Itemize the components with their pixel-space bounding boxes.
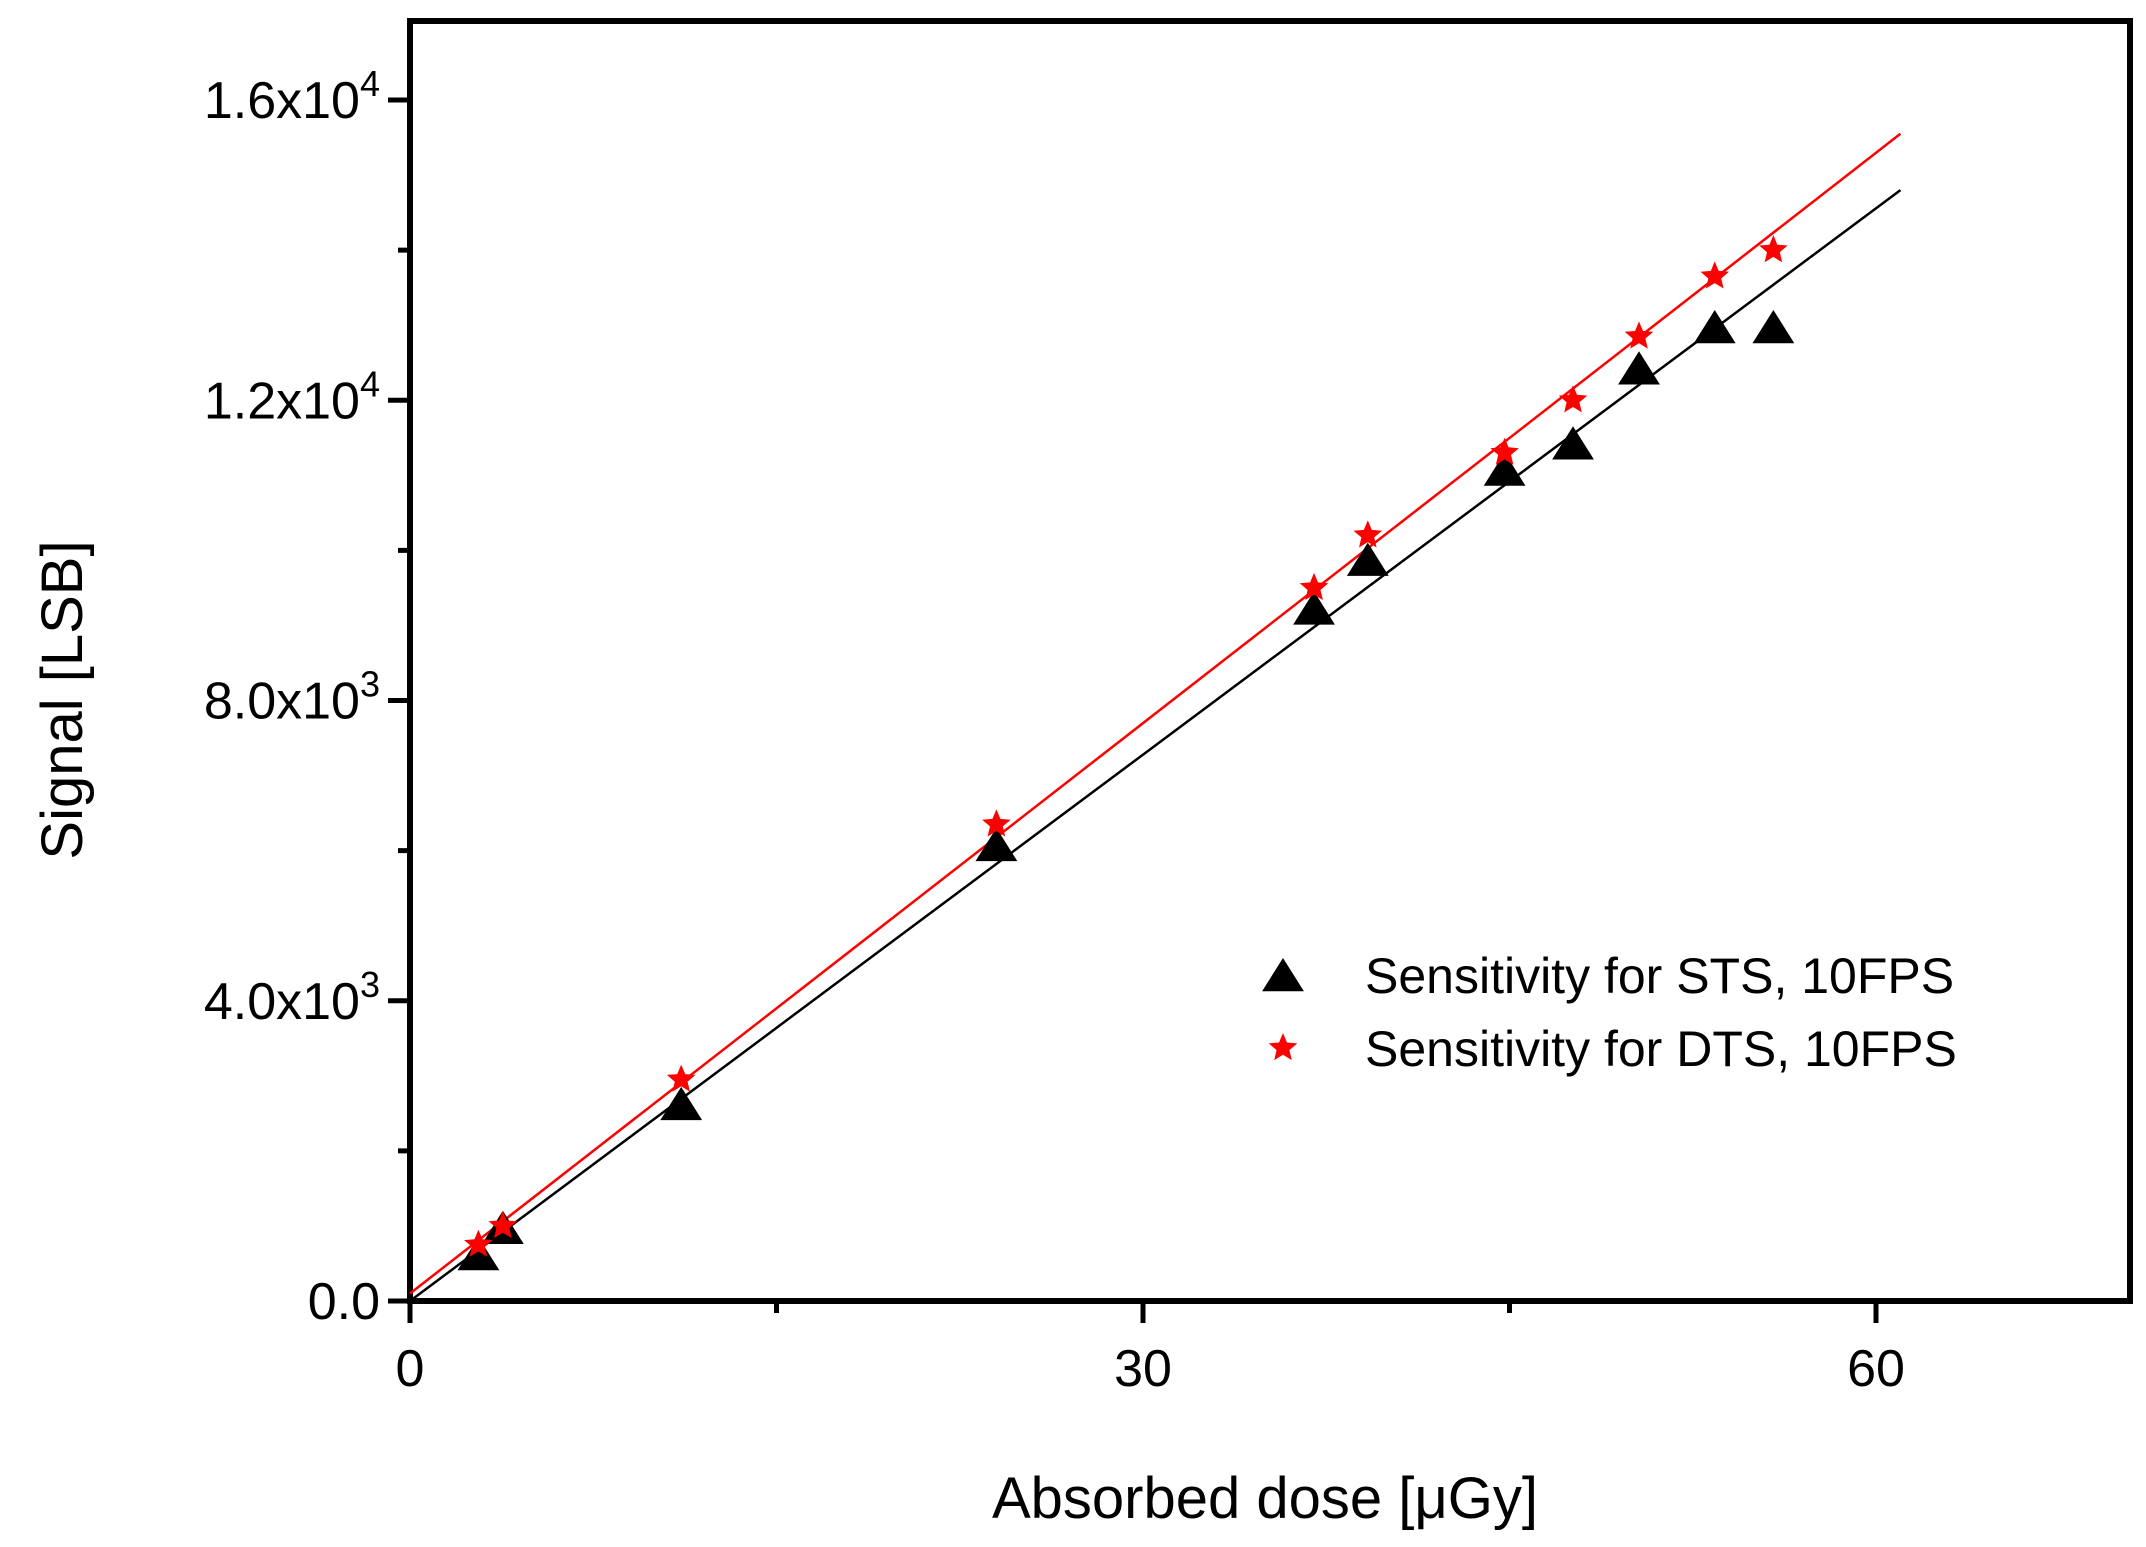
x-tick-label: 30	[1114, 1340, 1172, 1398]
sts-data-point	[1346, 542, 1389, 576]
sts-data-point	[975, 827, 1018, 862]
legend-sts-label: Sensitivity for STS, 10FPS	[1365, 948, 1954, 1004]
y-tick-label: 8.0x103	[204, 664, 380, 731]
dts-fit-line	[409, 132, 1902, 1295]
axis-ticks: 0 30 60 0.0 4.0x103 8.0x103 1.2x104 1.6x104	[204, 63, 1905, 1398]
dts-data-point	[488, 1210, 518, 1239]
x-axis-title: Absorbed dose [μGy]	[992, 1466, 1538, 1531]
fit-lines	[409, 132, 1902, 1303]
legend-sts-marker	[1262, 958, 1304, 992]
sts-data-point	[1293, 591, 1335, 625]
sts-data-point	[457, 1236, 500, 1271]
y-tick-label: 4.0x103	[204, 964, 380, 1031]
dts-data-point	[464, 1229, 493, 1257]
legend: Sensitivity for STS, 10FPS Sensitivity fo…	[1262, 948, 1957, 1077]
dts-data-point	[1299, 572, 1329, 600]
dts-data-point	[1759, 235, 1788, 263]
sts-data-point	[1752, 309, 1795, 344]
legend-dts-marker	[1268, 1033, 1298, 1061]
y-axis-title: Signal [LSB]	[30, 540, 95, 859]
dts-data-point	[1490, 437, 1519, 465]
dts-data-point	[982, 809, 1011, 837]
dts-data-point	[1700, 261, 1729, 289]
sts-data-point	[660, 1086, 703, 1121]
sts-fit-line	[409, 189, 1902, 1303]
sts-data-point	[1483, 452, 1526, 486]
dts-data-point	[1624, 321, 1654, 349]
data-markers	[457, 235, 1795, 1271]
sts-data-point	[1693, 309, 1736, 344]
legend-dts-label: Sensitivity for DTS, 10FPS	[1365, 1021, 1957, 1077]
x-tick-label: 60	[1847, 1340, 1905, 1398]
y-tick-label: 0.0	[308, 1273, 380, 1331]
dts-data-point	[1353, 520, 1383, 548]
dts-data-point	[1558, 385, 1588, 413]
sts-data-point	[1552, 426, 1594, 460]
dts-data-point	[666, 1064, 696, 1092]
y-tick-label: 1.2x104	[204, 363, 380, 430]
sts-data-point	[1618, 351, 1660, 385]
x-tick-label: 0	[396, 1340, 425, 1398]
y-tick-label: 1.6x104	[204, 63, 380, 130]
plot-frame	[407, 18, 2133, 1304]
